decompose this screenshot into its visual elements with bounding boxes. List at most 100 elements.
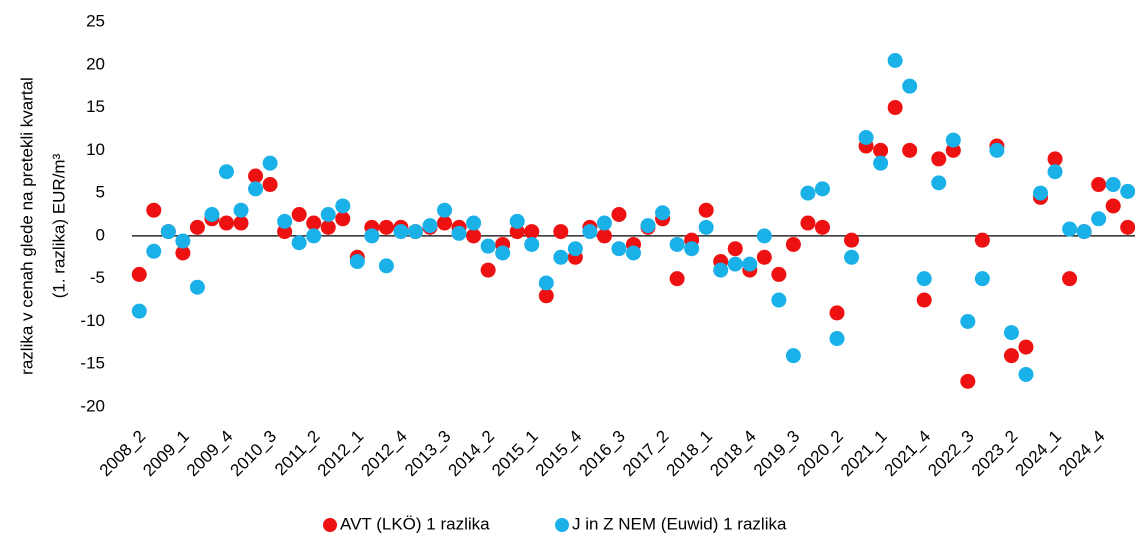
point bbox=[451, 225, 467, 241]
y-tick-label: 20 bbox=[86, 54, 105, 73]
point bbox=[146, 202, 162, 218]
point bbox=[422, 218, 438, 234]
x-tick-label: 2009_4 bbox=[183, 427, 237, 481]
point bbox=[437, 215, 453, 231]
point bbox=[698, 219, 714, 235]
x-tick-label: 2021_1 bbox=[837, 427, 891, 481]
x-tick-label: 2023_2 bbox=[968, 427, 1022, 481]
point bbox=[1105, 177, 1121, 193]
point bbox=[596, 215, 612, 231]
legend-marker bbox=[555, 518, 569, 532]
legend-label: AVT (LKÖ) 1 razlika bbox=[340, 514, 490, 533]
point bbox=[756, 228, 772, 244]
point bbox=[407, 224, 423, 240]
point bbox=[829, 305, 845, 321]
y-tick-label: -5 bbox=[90, 268, 105, 287]
x-tick-label: 2010_3 bbox=[227, 427, 281, 481]
point bbox=[1120, 219, 1135, 235]
point bbox=[742, 256, 758, 272]
point bbox=[1076, 224, 1092, 240]
x-tick-label: 2008_2 bbox=[96, 427, 150, 481]
point bbox=[727, 256, 743, 272]
y-axis-label: (1. razlika) EUR/m³ bbox=[49, 153, 68, 298]
y-tick-label: 25 bbox=[86, 11, 105, 30]
point bbox=[277, 224, 293, 240]
point bbox=[844, 249, 860, 265]
point bbox=[887, 53, 903, 68]
y-tick-label: -10 bbox=[80, 311, 105, 330]
point bbox=[902, 78, 918, 94]
point bbox=[596, 228, 612, 244]
x-tick-label: 2012_4 bbox=[357, 427, 411, 481]
point bbox=[480, 238, 496, 254]
x-tick-label: 2014_2 bbox=[445, 427, 499, 481]
point bbox=[524, 224, 540, 240]
point bbox=[785, 236, 801, 252]
point bbox=[1047, 151, 1063, 167]
point bbox=[640, 218, 656, 234]
point bbox=[146, 243, 162, 259]
point bbox=[131, 266, 147, 282]
point bbox=[437, 202, 453, 218]
point bbox=[814, 219, 830, 235]
point bbox=[698, 202, 714, 218]
point bbox=[175, 233, 191, 249]
x-tick-label: 2022_3 bbox=[924, 427, 978, 481]
point bbox=[160, 224, 176, 240]
point bbox=[495, 245, 511, 261]
point bbox=[306, 228, 322, 244]
point bbox=[858, 130, 874, 145]
point bbox=[378, 258, 394, 274]
point bbox=[277, 213, 293, 229]
point bbox=[873, 142, 889, 158]
point bbox=[582, 224, 598, 240]
y-tick-label: 10 bbox=[86, 140, 105, 159]
point bbox=[335, 198, 351, 214]
point bbox=[509, 213, 525, 229]
point bbox=[320, 219, 336, 235]
point bbox=[887, 100, 903, 116]
point bbox=[262, 155, 278, 171]
point bbox=[611, 241, 627, 257]
x-tick-label: 2019_3 bbox=[750, 427, 804, 481]
legend-marker bbox=[323, 518, 337, 532]
point bbox=[553, 224, 569, 240]
y-tick-label: 0 bbox=[96, 225, 105, 244]
point bbox=[785, 348, 801, 364]
point bbox=[916, 292, 932, 308]
point bbox=[916, 271, 932, 287]
point bbox=[1062, 271, 1078, 287]
point bbox=[567, 241, 583, 257]
point bbox=[233, 215, 249, 231]
x-tick-label: 2021_4 bbox=[881, 427, 935, 481]
x-tick-label: 2013_3 bbox=[401, 427, 455, 481]
point bbox=[218, 164, 234, 180]
point bbox=[713, 262, 729, 278]
point bbox=[945, 142, 961, 158]
point bbox=[873, 155, 889, 171]
point bbox=[960, 313, 976, 329]
point bbox=[1018, 339, 1034, 355]
point bbox=[291, 207, 307, 222]
point bbox=[175, 245, 191, 261]
point bbox=[1003, 325, 1019, 341]
point bbox=[814, 181, 830, 197]
point bbox=[655, 205, 671, 221]
point bbox=[218, 215, 234, 231]
y-tick-label: 5 bbox=[96, 183, 105, 202]
x-tick-label: 2018_4 bbox=[706, 427, 760, 481]
x-tick-label: 2015_1 bbox=[488, 427, 542, 481]
point bbox=[466, 215, 482, 231]
x-tick-label: 2024_4 bbox=[1055, 427, 1109, 481]
point bbox=[727, 241, 743, 257]
point bbox=[378, 219, 394, 235]
point bbox=[349, 254, 365, 270]
point bbox=[1003, 348, 1019, 364]
point bbox=[306, 215, 322, 231]
point bbox=[1018, 366, 1034, 382]
point bbox=[233, 202, 249, 218]
point bbox=[538, 275, 554, 291]
point bbox=[189, 279, 205, 295]
point bbox=[1091, 211, 1107, 227]
